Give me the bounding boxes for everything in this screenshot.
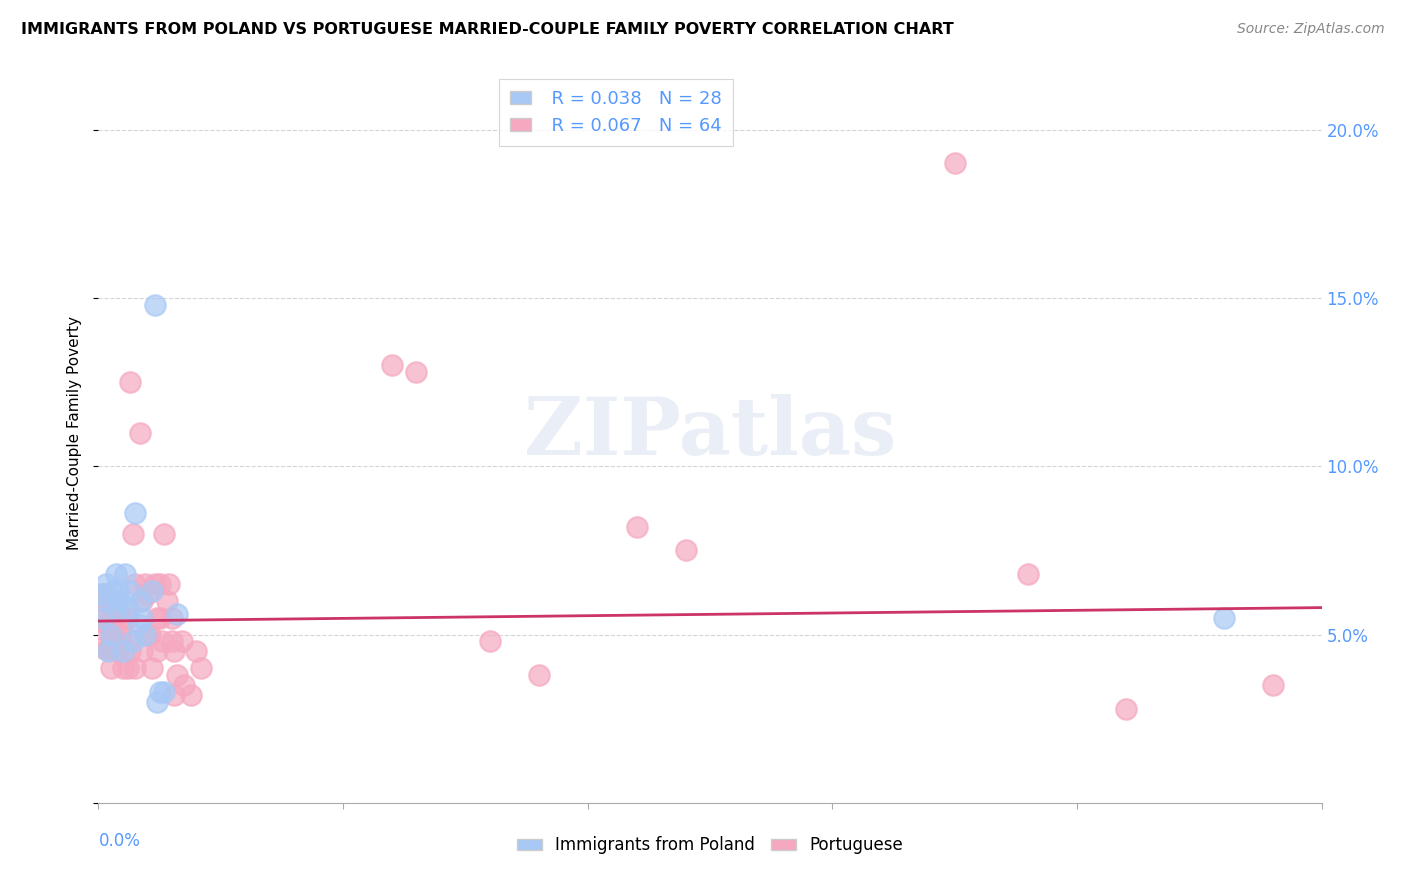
Point	[141, 583, 163, 598]
Point	[173, 678, 195, 692]
Point	[97, 644, 120, 658]
Point	[91, 640, 114, 655]
Point	[131, 644, 153, 658]
Text: 0.0%: 0.0%	[98, 832, 141, 850]
Text: ZIPatlas: ZIPatlas	[524, 393, 896, 472]
Point	[149, 685, 172, 699]
Point	[943, 156, 966, 170]
Point	[124, 507, 146, 521]
Point	[94, 600, 117, 615]
Point	[136, 627, 159, 641]
Point	[127, 617, 149, 632]
Point	[94, 617, 117, 632]
Point	[153, 526, 176, 541]
Point	[124, 577, 146, 591]
Point	[160, 634, 183, 648]
Point	[186, 644, 208, 658]
Point	[111, 644, 134, 658]
Point	[146, 695, 169, 709]
Point	[117, 661, 139, 675]
Point	[97, 617, 120, 632]
Point	[131, 594, 153, 608]
Point	[107, 644, 129, 658]
Point	[107, 600, 129, 615]
Point	[100, 627, 122, 641]
Point	[1017, 566, 1039, 581]
Point	[121, 526, 143, 541]
Point	[120, 644, 142, 658]
Point	[190, 661, 212, 675]
Point	[149, 610, 172, 624]
Point	[104, 634, 127, 648]
Point	[527, 668, 550, 682]
Point	[405, 365, 427, 379]
Text: IMMIGRANTS FROM POLAND VS PORTUGUESE MARRIED-COUPLE FAMILY POVERTY CORRELATION C: IMMIGRANTS FROM POLAND VS PORTUGUESE MAR…	[21, 22, 953, 37]
Point	[114, 627, 136, 641]
Point	[120, 583, 142, 598]
Point	[114, 566, 136, 581]
Point	[124, 661, 146, 675]
Point	[94, 577, 117, 591]
Point	[139, 627, 162, 641]
Point	[146, 644, 169, 658]
Point	[156, 594, 179, 608]
Point	[110, 594, 132, 608]
Point	[143, 577, 166, 591]
Point	[101, 624, 124, 639]
Point	[107, 583, 129, 598]
Point	[141, 661, 163, 675]
Point	[104, 594, 127, 608]
Point	[120, 375, 142, 389]
Point	[101, 604, 124, 618]
Point	[134, 627, 156, 641]
Point	[626, 520, 648, 534]
Legend: Immigrants from Poland, Portuguese: Immigrants from Poland, Portuguese	[510, 830, 910, 861]
Point	[90, 587, 112, 601]
Point	[100, 640, 122, 655]
Point	[160, 610, 183, 624]
Point	[146, 610, 169, 624]
Point	[143, 298, 166, 312]
Point	[111, 661, 134, 675]
Point	[91, 587, 114, 601]
Point	[131, 610, 153, 624]
Point	[166, 607, 188, 622]
Point	[1212, 610, 1234, 624]
Point	[180, 688, 202, 702]
Point	[157, 577, 180, 591]
Point	[129, 425, 152, 440]
Point	[110, 627, 132, 641]
Point	[166, 668, 188, 682]
Point	[100, 661, 122, 675]
Point	[153, 685, 176, 699]
Point	[149, 577, 172, 591]
Point	[91, 610, 114, 624]
Point	[90, 621, 112, 635]
Point	[117, 600, 139, 615]
Point	[104, 566, 127, 581]
Point	[163, 688, 186, 702]
Point	[97, 594, 120, 608]
Text: Source: ZipAtlas.com: Source: ZipAtlas.com	[1237, 22, 1385, 37]
Point	[478, 634, 501, 648]
Point	[129, 594, 152, 608]
Point	[107, 607, 129, 622]
Point	[163, 644, 186, 658]
Point	[97, 640, 120, 655]
Point	[1261, 678, 1284, 692]
Point	[136, 587, 159, 601]
Point	[101, 583, 124, 598]
Point	[170, 634, 193, 648]
Point	[121, 634, 143, 648]
Point	[117, 610, 139, 624]
Point	[150, 634, 173, 648]
Point	[111, 610, 134, 624]
Point	[90, 594, 112, 608]
Point	[134, 577, 156, 591]
Point	[675, 543, 697, 558]
Point	[381, 359, 404, 373]
Y-axis label: Married-Couple Family Poverty: Married-Couple Family Poverty	[67, 316, 83, 549]
Point	[1115, 701, 1137, 715]
